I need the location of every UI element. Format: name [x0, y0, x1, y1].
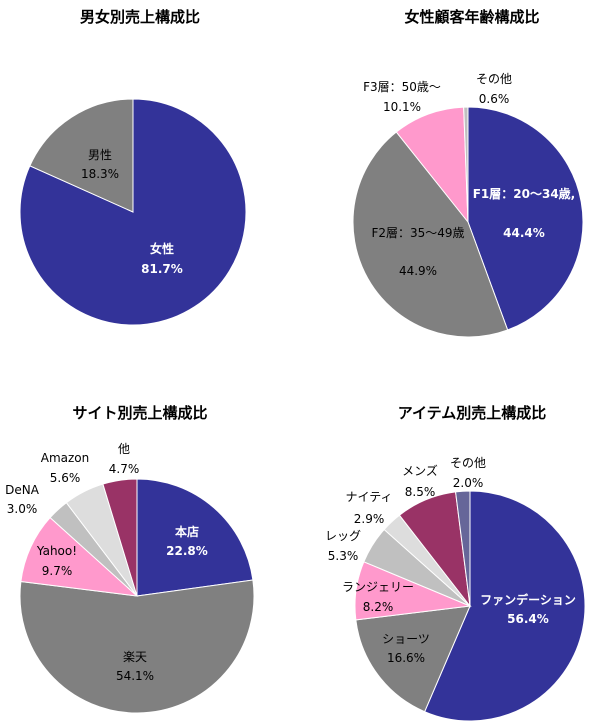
pie-slice-1 [19, 579, 255, 714]
slice-label-f1: F1層：20〜34歳, [473, 186, 576, 201]
slice-value-mens: 8.5% [405, 485, 436, 499]
pie-slice-5 [102, 478, 138, 597]
slice-label-rakuten: 楽天 [123, 650, 147, 664]
slice-value-shorts: 16.6% [387, 651, 425, 665]
slice-value-female: 81.7% [141, 262, 183, 276]
pie-slice-2 [395, 106, 469, 224]
pie-slice-1 [352, 131, 509, 338]
slice-label-leg: レッグ [325, 529, 361, 543]
slice-value-male: 18.3% [81, 167, 119, 181]
slice-label-male: 男性 [88, 148, 112, 162]
slice-value-f3: 10.1% [383, 100, 421, 114]
pie-slice-6 [455, 490, 471, 607]
slice-label-honten: 本店 [175, 524, 199, 539]
slice-value-rakuten: 54.1% [116, 669, 154, 683]
slice-value-f2: 44.9% [399, 264, 437, 278]
pie-slice-0 [136, 478, 254, 597]
chart-gender-sales: 男女別売上構成比 女性 81.7% 男性 18.3% [19, 8, 247, 326]
chart-item-sales: アイテム別売上構成比 ファンデーション 56.4% ショーツ 16.6% ランジ… [325, 404, 586, 722]
slice-label-other: 他 [118, 442, 130, 456]
slice-value-dena: 3.0% [7, 502, 38, 516]
slice-label-other: その他 [450, 456, 486, 470]
pie-slice-0 [467, 106, 584, 331]
chart-title: サイト別売上構成比 [72, 404, 207, 422]
slice-label-lingerie: ランジェリー [342, 580, 414, 594]
slice-value-nighty: 2.9% [354, 512, 385, 526]
pie-slice-1 [29, 98, 134, 213]
chart-title: 女性顧客年齢構成比 [404, 8, 539, 26]
slice-label-foundation: ファンデーション [480, 592, 576, 607]
pie-slice-0 [423, 490, 586, 722]
slice-label-female: 女性 [150, 241, 174, 256]
chart-title: 男女別売上構成比 [80, 8, 200, 26]
slice-label-mens: メンズ [402, 463, 438, 478]
slice-value-leg: 5.3% [328, 549, 359, 563]
slice-value-other: 0.6% [479, 92, 510, 106]
slice-value-foundation: 56.4% [507, 612, 549, 626]
slice-label-dena: DeNA [5, 483, 40, 497]
slice-value-other: 2.0% [453, 476, 484, 490]
pie-slice-3 [463, 106, 469, 223]
chart-female-age: 女性顧客年齢構成比 F1層：20〜34歳, 44.4% F2層：35〜49歳 4… [352, 8, 584, 338]
slice-label-other: その他 [476, 72, 512, 86]
slice-value-amazon: 5.6% [50, 471, 81, 485]
slice-label-shorts: ショーツ [382, 632, 430, 646]
chart-site-sales: サイト別売上構成比 本店 22.8% 楽天 54.1% Yahoo! 9.7% … [5, 404, 255, 714]
slice-label-yahoo: Yahoo! [36, 544, 77, 558]
slice-value-f1: 44.4% [503, 226, 545, 240]
slice-label-amazon: Amazon [41, 451, 90, 465]
slice-value-other: 4.7% [109, 462, 140, 476]
slice-value-lingerie: 8.2% [363, 600, 394, 614]
pie-slice-1 [355, 605, 471, 713]
slice-label-f2: F2層：35〜49歳 [371, 226, 464, 240]
slice-label-nighty: ナイティ [345, 490, 392, 504]
slice-value-honten: 22.8% [166, 544, 208, 558]
slice-label-f3: F3層：50歳〜 [363, 80, 441, 94]
slice-value-yahoo: 9.7% [42, 564, 73, 578]
chart-title: アイテム別売上構成比 [398, 404, 547, 422]
